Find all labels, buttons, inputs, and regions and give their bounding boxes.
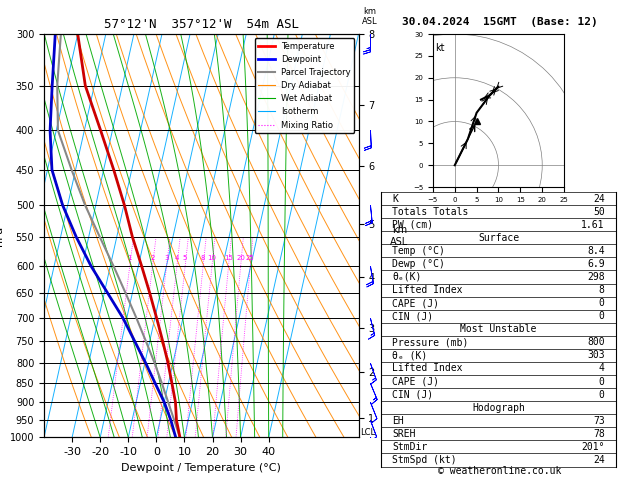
Text: 0: 0 <box>599 298 604 308</box>
Text: 8: 8 <box>599 285 604 295</box>
Text: 8: 8 <box>201 256 205 261</box>
Text: 0: 0 <box>599 311 604 321</box>
Text: Surface: Surface <box>478 233 519 243</box>
Text: 201°: 201° <box>581 442 604 452</box>
Text: StmDir: StmDir <box>392 442 428 452</box>
Text: EH: EH <box>392 416 404 426</box>
Text: 24: 24 <box>593 193 604 204</box>
Text: 50: 50 <box>593 207 604 217</box>
Text: 8.4: 8.4 <box>587 246 604 256</box>
Text: 20: 20 <box>237 256 245 261</box>
Text: km
ASL: km ASL <box>362 6 377 26</box>
Text: 3: 3 <box>164 256 169 261</box>
Text: CIN (J): CIN (J) <box>392 311 433 321</box>
X-axis label: Dewpoint / Temperature (°C): Dewpoint / Temperature (°C) <box>121 463 281 473</box>
Text: 1: 1 <box>128 256 132 261</box>
Text: StmSpd (kt): StmSpd (kt) <box>392 455 457 465</box>
Text: © weatheronline.co.uk: © weatheronline.co.uk <box>438 466 562 476</box>
Text: 5: 5 <box>183 256 187 261</box>
Text: PW (cm): PW (cm) <box>392 220 433 230</box>
Text: Lifted Index: Lifted Index <box>392 364 463 374</box>
Text: CAPE (J): CAPE (J) <box>392 377 439 386</box>
Text: Most Unstable: Most Unstable <box>460 324 537 334</box>
Text: 2: 2 <box>150 256 155 261</box>
Text: Pressure (mb): Pressure (mb) <box>392 337 469 347</box>
Text: 800: 800 <box>587 337 604 347</box>
Text: SREH: SREH <box>392 429 416 439</box>
Text: Totals Totals: Totals Totals <box>392 207 469 217</box>
Text: LCL: LCL <box>360 428 376 437</box>
Text: θₑ(K): θₑ(K) <box>392 272 421 282</box>
Text: 30.04.2024  15GMT  (Base: 12): 30.04.2024 15GMT (Base: 12) <box>402 17 598 27</box>
Text: Dewp (°C): Dewp (°C) <box>392 259 445 269</box>
Text: 73: 73 <box>593 416 604 426</box>
Text: 0: 0 <box>599 377 604 386</box>
Legend: Temperature, Dewpoint, Parcel Trajectory, Dry Adiabat, Wet Adiabat, Isotherm, Mi: Temperature, Dewpoint, Parcel Trajectory… <box>255 38 354 133</box>
Text: 0: 0 <box>599 390 604 399</box>
Text: 303: 303 <box>587 350 604 361</box>
Text: CAPE (J): CAPE (J) <box>392 298 439 308</box>
Title: 57°12'N  357°12'W  54m ASL: 57°12'N 357°12'W 54m ASL <box>104 18 299 32</box>
Text: 298: 298 <box>587 272 604 282</box>
Text: 78: 78 <box>593 429 604 439</box>
Text: Lifted Index: Lifted Index <box>392 285 463 295</box>
Text: 25: 25 <box>246 256 255 261</box>
Text: 1.61: 1.61 <box>581 220 604 230</box>
Text: Temp (°C): Temp (°C) <box>392 246 445 256</box>
Text: 10: 10 <box>208 256 216 261</box>
Text: 6.9: 6.9 <box>587 259 604 269</box>
Text: 4: 4 <box>599 364 604 374</box>
Text: 15: 15 <box>224 256 233 261</box>
Y-axis label: hPa: hPa <box>0 226 4 246</box>
Text: CIN (J): CIN (J) <box>392 390 433 399</box>
Text: 24: 24 <box>593 455 604 465</box>
Text: θₑ (K): θₑ (K) <box>392 350 428 361</box>
Text: Hodograph: Hodograph <box>472 403 525 413</box>
Text: K: K <box>392 193 398 204</box>
Text: kt: kt <box>435 43 445 53</box>
Text: 4: 4 <box>175 256 179 261</box>
Y-axis label: km
ASL: km ASL <box>391 225 409 246</box>
